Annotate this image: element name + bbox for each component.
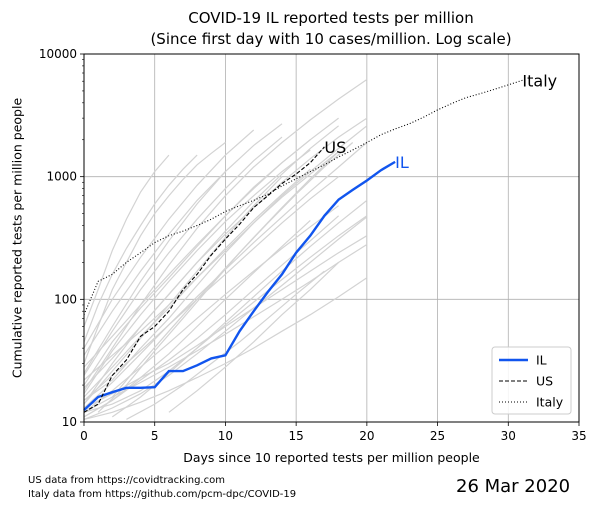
x-axis-label: Days since 10 reported tests per million… [183, 450, 480, 465]
background-series-line [83, 149, 311, 395]
series-end-label-us: US [324, 138, 346, 157]
background-series-line [83, 154, 198, 343]
x-tick-label: 25 [430, 429, 445, 443]
y-tick-label: 1000 [46, 170, 77, 184]
x-tick-label: 15 [289, 429, 304, 443]
date-stamp: 26 Mar 2020 [456, 476, 571, 497]
chart-title: COVID-19 IL reported tests per million [188, 9, 474, 27]
footnote-italy-source: Italy data from https://github.com/pcm-d… [28, 489, 297, 500]
background-series-line [83, 142, 226, 364]
background-series-line [83, 235, 368, 409]
background-series-line [83, 142, 368, 409]
y-tick-label: 100 [54, 292, 77, 306]
background-series-line [83, 136, 283, 376]
series-end-label-il: IL [395, 153, 409, 172]
background-series-line [83, 215, 368, 413]
background-series-line [83, 216, 368, 420]
legend-label-italy: Italy [536, 395, 564, 410]
x-tick-label: 5 [151, 429, 159, 443]
background-series-line [126, 270, 325, 420]
x-tick-label: 20 [359, 429, 374, 443]
background-series-line [83, 117, 339, 368]
background-series-line [111, 199, 368, 418]
chart-subtitle: (Since first day with 10 cases/million. … [150, 30, 512, 48]
legend-label-us: US [536, 374, 553, 389]
background-series-line [83, 171, 226, 356]
series-line-us [83, 146, 325, 413]
background-series-line [111, 151, 340, 398]
background-series-line [83, 123, 283, 374]
background-series-line [83, 176, 283, 405]
series-end-label-italy: Italy [522, 71, 557, 90]
series-line-il [83, 160, 396, 411]
y-axis-label: Cumulative reported tests per million pe… [9, 97, 25, 379]
footnote-us-source: US data from https://covidtracking.com [28, 475, 225, 486]
background-series-line [83, 154, 170, 327]
background-series-line [83, 129, 255, 349]
axes-frame [83, 53, 580, 423]
background-series-line [83, 125, 339, 389]
legend-label-il: IL [536, 353, 547, 368]
x-tick-label: 30 [501, 429, 516, 443]
background-series-line [83, 277, 368, 420]
x-tick-label: 35 [571, 429, 586, 443]
x-tick-label: 10 [218, 429, 233, 443]
legend-box [491, 346, 572, 415]
background-series-line [83, 176, 339, 401]
y-tick-label: 10 [62, 415, 77, 429]
background-series-line [83, 205, 339, 413]
x-tick-label: 0 [80, 429, 88, 443]
background-series-line [168, 261, 340, 413]
y-tick-label: 10000 [39, 47, 77, 61]
